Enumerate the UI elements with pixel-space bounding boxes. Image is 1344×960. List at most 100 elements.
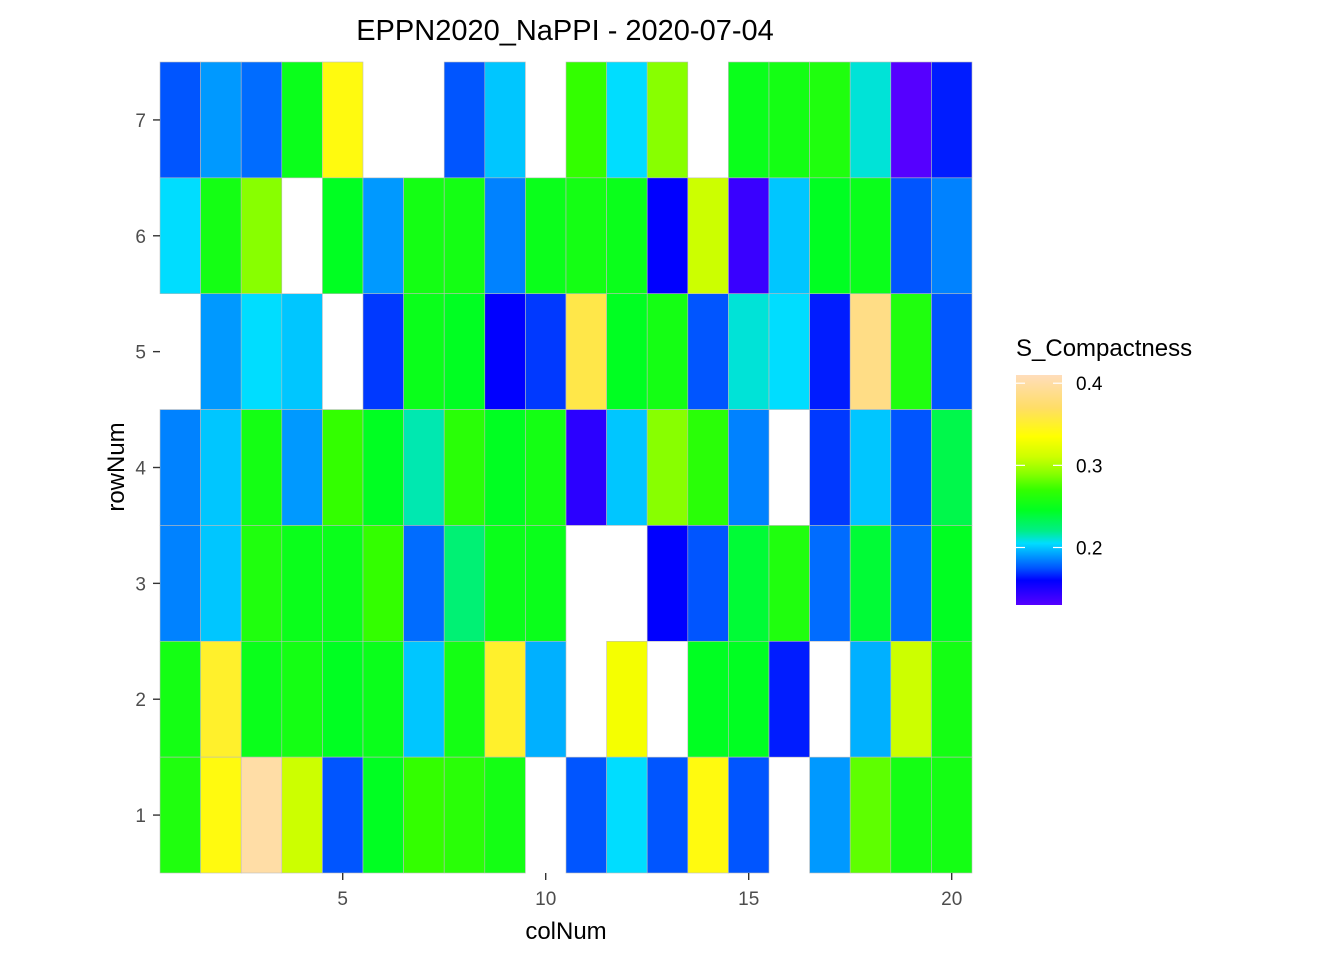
heatmap-cell [159, 177, 201, 295]
heatmap-cell [849, 61, 892, 179]
heatmap-cell [931, 756, 973, 874]
heatmap-cell [159, 756, 201, 874]
y-tick-label: 1 [135, 806, 146, 827]
heatmap-cells [159, 61, 973, 874]
heatmap-cell [443, 640, 486, 758]
heatmap-cell [240, 640, 283, 758]
y-tick-label: 4 [135, 459, 146, 480]
heatmap-cell [484, 640, 526, 758]
heatmap-cell [646, 756, 689, 874]
heatmap-cell [443, 293, 486, 410]
heatmap-cell [200, 525, 242, 642]
heatmap-cell [849, 293, 892, 410]
heatmap-cell [687, 409, 729, 526]
heatmap-cell [849, 409, 892, 526]
heatmap-cell [403, 177, 445, 295]
heatmap-cell [728, 409, 770, 526]
heatmap-cell [240, 177, 283, 295]
heatmap-cell [809, 61, 851, 179]
legend-colorbar [1016, 375, 1062, 605]
heatmap-cell [240, 756, 283, 874]
heatmap-cell [403, 293, 445, 410]
heatmap-cell [931, 293, 973, 410]
heatmap-cell [322, 756, 364, 874]
y-tick-label: 6 [135, 227, 146, 248]
legend-tick-label: 0.4 [1076, 374, 1103, 395]
heatmap-cell [809, 409, 851, 526]
heatmap-cell [240, 525, 283, 642]
heatmap-cell [484, 525, 526, 642]
heatmap-cell [931, 525, 973, 642]
heatmap-cell [443, 525, 486, 642]
heatmap-cell [931, 640, 973, 758]
heatmap-cell [728, 293, 770, 410]
x-axis-title: colNum [525, 918, 606, 945]
y-tick-label: 3 [135, 574, 146, 595]
heatmap-cell [322, 61, 364, 179]
heatmap-cell [362, 409, 404, 526]
heatmap-cell [200, 61, 242, 179]
heatmap-cell [322, 525, 364, 642]
heatmap-cell [322, 409, 364, 526]
heatmap-cell [565, 61, 607, 179]
heatmap-cell [768, 293, 810, 410]
heatmap-cell [890, 640, 932, 758]
heatmap-cell [322, 177, 364, 295]
heatmap-cell [240, 409, 283, 526]
heatmap-cell [443, 61, 486, 179]
heatmap-cell [931, 177, 973, 295]
heatmap-cell [403, 525, 445, 642]
heatmap-cell [849, 177, 892, 295]
heatmap-cell [687, 525, 729, 642]
heatmap-cell [200, 177, 242, 295]
heatmap-cell [646, 293, 689, 410]
heatmap-cell [606, 61, 648, 179]
heatmap-cell [849, 525, 892, 642]
y-tick-label: 7 [135, 111, 146, 132]
heatmap-cell [606, 640, 648, 758]
heatmap-cell [484, 756, 526, 874]
heatmap-cell [484, 409, 526, 526]
heatmap-cell [565, 409, 607, 526]
heatmap-cell [728, 177, 770, 295]
y-tick-label: 5 [135, 343, 146, 364]
heatmap-cell [687, 640, 729, 758]
x-tick-label: 10 [535, 889, 556, 910]
heatmap-cell [606, 177, 648, 295]
heatmap-cell [159, 61, 201, 179]
heatmap-cell [809, 177, 851, 295]
heatmap-cell [403, 640, 445, 758]
heatmap-cell [687, 756, 729, 874]
x-tick-label: 15 [738, 889, 759, 910]
heatmap-cell [809, 756, 851, 874]
heatmap-cell [281, 640, 323, 758]
heatmap-cell [768, 177, 810, 295]
legend-title: S_Compactness [1016, 335, 1192, 362]
heatmap-cell [200, 756, 242, 874]
legend: S_Compactness 0.2 0.3 0.4 [1016, 335, 1192, 605]
heatmap-cell [728, 640, 770, 758]
heatmap-cell [768, 640, 810, 758]
heatmap-cell [484, 293, 526, 410]
heatmap-cell [362, 525, 404, 642]
heatmap-cell [159, 525, 201, 642]
x-axis: 5 10 15 20 [337, 873, 962, 910]
heatmap-cell [890, 525, 932, 642]
heatmap-cell [646, 177, 689, 295]
heatmap-cell [159, 409, 201, 526]
heatmap-cell [809, 293, 851, 410]
heatmap-cell [403, 409, 445, 526]
heatmap-cell [281, 525, 323, 642]
heatmap-cell [890, 177, 932, 295]
heatmap-cell [484, 61, 526, 179]
heatmap-cell [362, 177, 404, 295]
x-tick-label: 5 [337, 889, 348, 910]
heatmap-cell [728, 756, 770, 874]
heatmap-cell [768, 61, 810, 179]
heatmap-cell [849, 640, 892, 758]
heatmap-cell [159, 640, 201, 758]
heatmap-cell [362, 293, 404, 410]
heatmap-cell [890, 61, 932, 179]
heatmap-cell [362, 640, 404, 758]
heatmap-cell [200, 293, 242, 410]
